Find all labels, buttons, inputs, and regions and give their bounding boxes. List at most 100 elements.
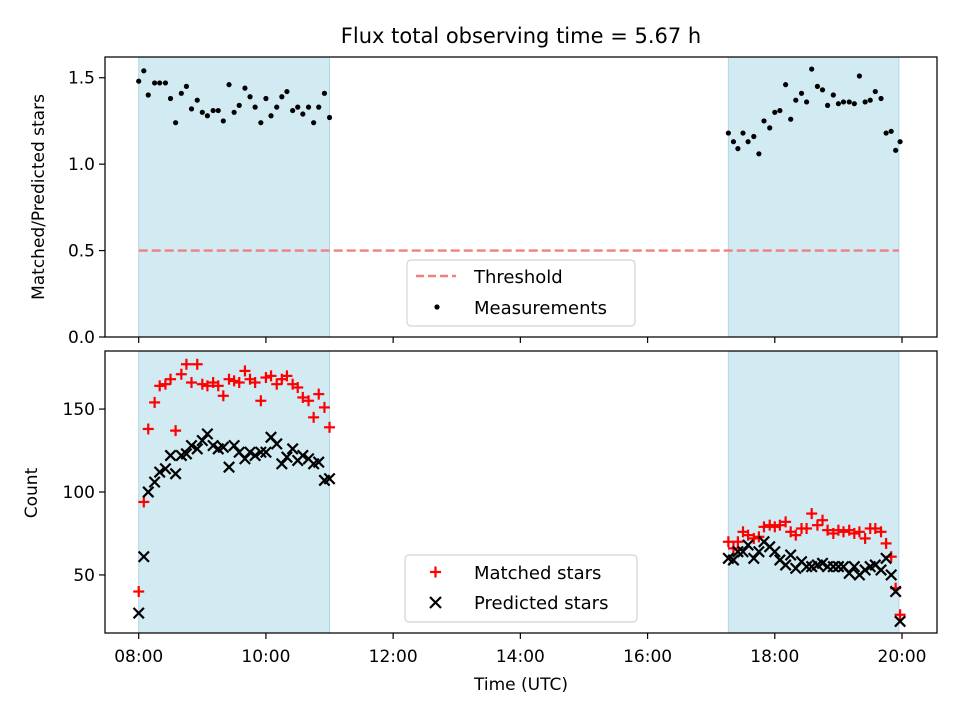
y-tick-label: 1.0 <box>68 155 95 175</box>
measurement-point <box>290 107 296 114</box>
matched-star-point <box>142 423 154 435</box>
matched-star-point <box>822 524 834 536</box>
measurement-point <box>210 107 216 114</box>
measurement-point <box>178 90 184 96</box>
matched-star-point <box>811 519 823 531</box>
top-plot-frame <box>104 56 938 338</box>
matched-star-point <box>297 391 309 403</box>
matched-star-point <box>255 395 267 407</box>
y-tick-label: 0.0 <box>68 328 95 348</box>
measurement-point <box>767 125 773 131</box>
predicted-star-point <box>296 449 309 462</box>
top-y-axis-label: Matched/Predicted stars <box>29 94 49 300</box>
measurement-point <box>835 101 842 107</box>
matched-star-point <box>249 377 261 389</box>
matched-star-point <box>817 514 829 526</box>
matched-star-point <box>191 358 203 370</box>
matched-star-point <box>201 380 213 392</box>
matched-star-point <box>774 519 786 531</box>
measurement-point <box>777 107 783 114</box>
top-y-axis: 0.0 0.5 1.0 1.5 <box>68 69 105 348</box>
top-x-ticks <box>138 337 903 343</box>
predicted-legend-swatch <box>429 596 442 609</box>
bottom-y-axis-label: Count <box>22 467 42 518</box>
top-legend: Threshold Measurements <box>406 259 636 327</box>
predicted-star-point <box>180 447 193 460</box>
matched-star-point <box>875 526 887 538</box>
matched-star-point <box>260 372 272 384</box>
matched-star-point <box>228 375 240 387</box>
matched-star-point <box>138 496 150 508</box>
predicted-star-point <box>164 449 177 462</box>
measurement-point <box>788 116 794 122</box>
predicted-star-point <box>312 456 325 469</box>
x-tick-label: 12:00 <box>369 647 418 667</box>
matched-star-point <box>265 370 277 382</box>
measurement-point <box>152 80 158 86</box>
matched-star-point <box>748 532 760 544</box>
measurement-point <box>215 107 221 114</box>
matched-star-point <box>165 373 177 385</box>
matched-star-point <box>790 529 802 541</box>
measurement-point <box>136 78 142 84</box>
predicted-star-point <box>185 439 198 452</box>
measurement-point <box>300 111 306 117</box>
measurements-legend-swatch <box>434 304 440 310</box>
matched-star-point <box>318 401 330 413</box>
predicted-star-point <box>148 476 161 489</box>
predicted-star-point <box>254 446 267 459</box>
measurement-point <box>893 147 899 153</box>
predicted-star-point <box>768 545 781 558</box>
matched-star-point <box>837 526 849 538</box>
x-tick-label: 20:00 <box>878 647 927 667</box>
predicted-star-point <box>249 449 262 462</box>
predicted-star-point <box>742 539 755 552</box>
measurement-point <box>735 146 741 152</box>
matched-star-point <box>149 396 161 408</box>
predicted-star-point <box>885 568 898 581</box>
observing-band <box>727 350 900 634</box>
measurement-point <box>819 87 826 93</box>
matched-star-point <box>764 519 776 531</box>
matched-star-point <box>303 395 315 407</box>
matched-star-point <box>292 381 304 393</box>
measurement-point <box>856 73 862 79</box>
matched-star-point <box>732 536 744 548</box>
measurement-point <box>783 82 789 88</box>
measurement-point <box>194 97 200 103</box>
predicted-star-point <box>142 486 155 498</box>
matched-star-point <box>154 380 166 392</box>
matched-star-point <box>832 524 844 536</box>
matched-star-point <box>223 373 235 385</box>
predicted-star-point <box>132 607 145 620</box>
matched-star-point <box>233 377 245 389</box>
matched-star-point <box>742 529 754 541</box>
bottom-legend-matched: Matched stars <box>474 563 601 584</box>
measurement-point <box>862 99 868 105</box>
matched-star-point <box>133 586 145 598</box>
measurement-point <box>236 102 242 108</box>
matched-star-point <box>196 378 208 390</box>
predicted-star-point <box>779 559 792 571</box>
measurement-point <box>157 80 163 86</box>
measurement-point <box>326 114 333 121</box>
measurement-point <box>756 151 762 157</box>
y-tick-label: 0.5 <box>68 242 95 262</box>
matched-star-point <box>308 411 320 423</box>
x-axis-label: Time (UTC) <box>473 675 568 695</box>
measurement-point <box>199 109 205 115</box>
measurement-point <box>258 120 264 126</box>
predicted-star-point <box>323 472 336 485</box>
measurement-point <box>183 83 190 89</box>
measurement-point <box>840 99 847 105</box>
matched-star-point <box>313 388 325 400</box>
measurement-point <box>804 99 810 105</box>
predicted-star-point <box>800 560 813 573</box>
matched-star-point <box>180 358 192 370</box>
measurement-point <box>851 101 857 107</box>
measurement-point <box>242 85 248 91</box>
matched-star-point <box>271 378 283 390</box>
predicted-star-point <box>731 545 744 558</box>
measurement-point <box>305 104 312 110</box>
